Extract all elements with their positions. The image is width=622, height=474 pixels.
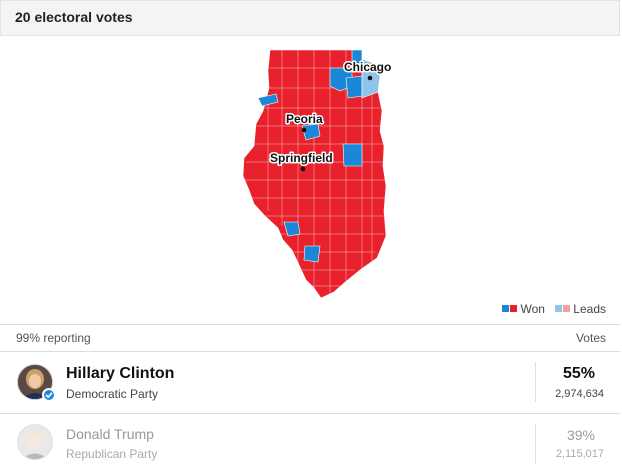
reporting-status: 99% reporting [16, 331, 91, 345]
city-label-springfield: Springfield [270, 151, 333, 165]
candidate-photo-icon [18, 425, 52, 459]
candidate-votes: 2,115,017 [555, 448, 604, 460]
legend-swatch-rep-leads [563, 305, 571, 313]
legend-swatch-rep-won [510, 305, 518, 313]
legend-swatch-dem-won [502, 305, 510, 313]
city-markers [300, 75, 373, 172]
candidate-party: Democratic Party [66, 387, 159, 401]
candidate-party: Republican Party [66, 447, 158, 461]
candidate-percent: 55% [562, 365, 595, 382]
candidate-avatar [17, 424, 53, 460]
illinois-state-shape [242, 49, 387, 299]
county-map: Chicago Peoria Springfield [0, 36, 620, 321]
column-separator [535, 362, 536, 402]
divider [0, 324, 620, 325]
candidate-votes: 2,974,634 [555, 388, 604, 400]
map-legend: Won Leads [502, 301, 606, 316]
candidate-percent: 39% [566, 427, 595, 443]
legend-won-label: Won [520, 301, 545, 316]
divider [0, 351, 620, 352]
chicago-marker [367, 75, 373, 81]
results-header: 20 electoral votes [0, 0, 620, 36]
county-lines [244, 50, 385, 294]
legend-swatch-dem-leads [555, 305, 563, 313]
illinois-county-map: Chicago Peoria Springfield [242, 49, 393, 299]
peoria-marker [301, 127, 307, 133]
springfield-marker [300, 166, 306, 172]
divider [0, 413, 620, 414]
city-label-chicago: Chicago [344, 60, 391, 74]
candidate-row-winner[interactable]: Hillary Clinton Democratic Party 55% 2,9… [0, 352, 620, 412]
legend-leads-label: Leads [573, 301, 606, 316]
city-label-peoria: Peoria [286, 112, 323, 126]
candidate-name: Donald Trump [66, 426, 154, 442]
electoral-votes-title: 20 electoral votes [15, 9, 133, 25]
votes-column-header: Votes [575, 331, 606, 345]
democratic-won-counties [257, 49, 363, 263]
winner-check-icon [42, 388, 56, 402]
candidate-row[interactable]: Donald Trump Republican Party 39% 2,115,… [0, 414, 620, 474]
column-separator [535, 424, 536, 464]
candidate-name: Hillary Clinton [66, 365, 175, 382]
